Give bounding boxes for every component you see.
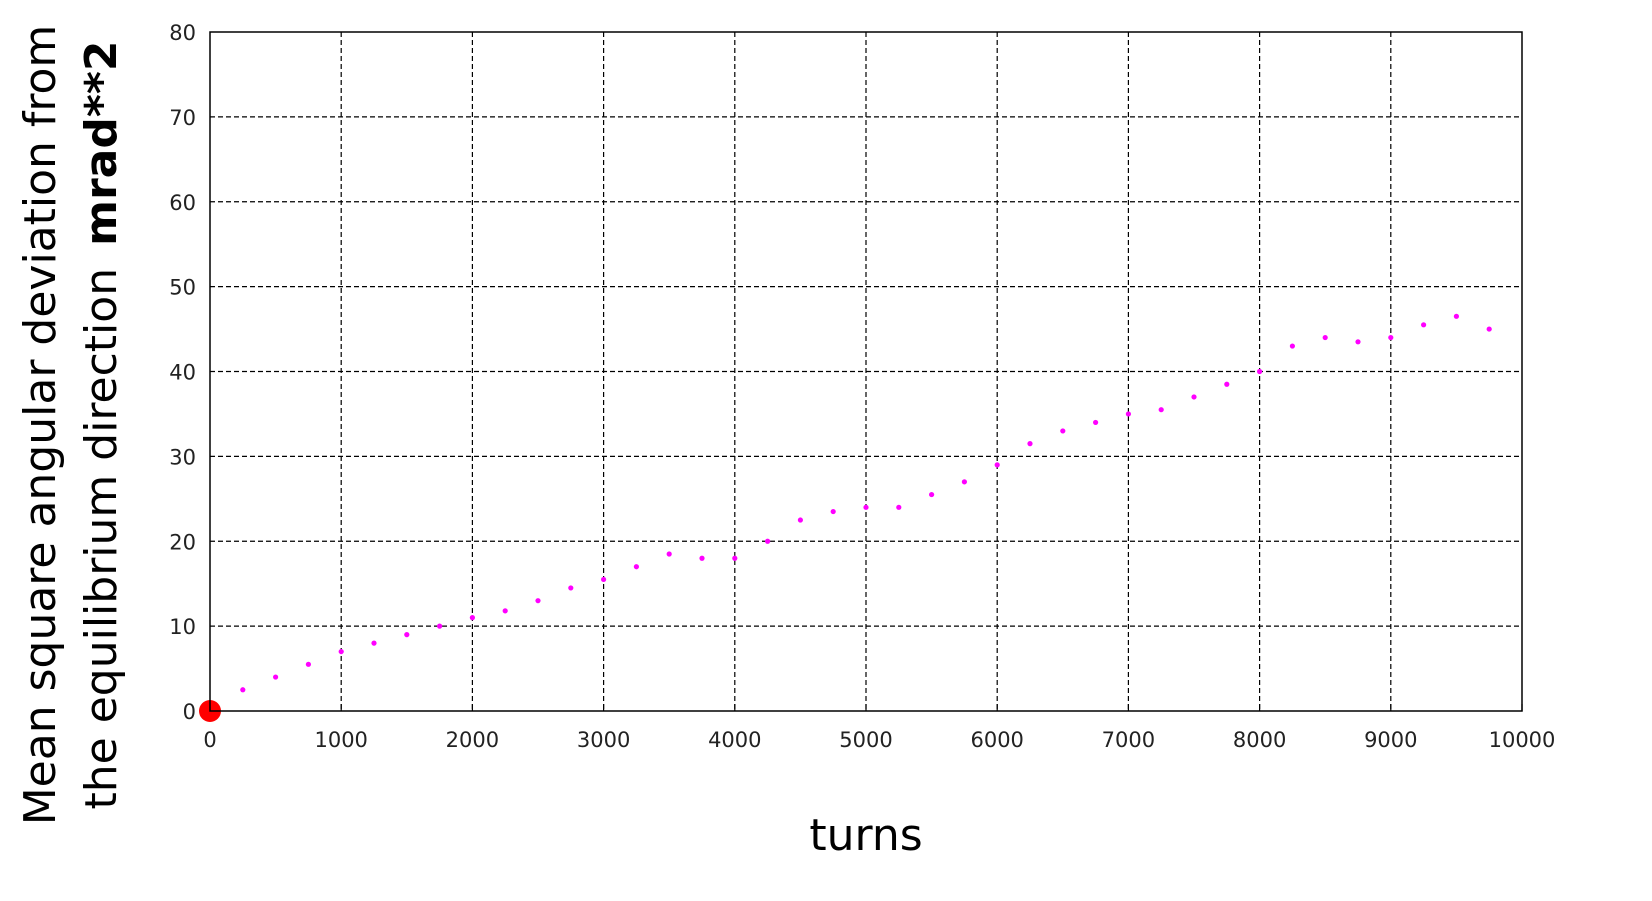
data-point (1125, 411, 1131, 417)
y-axis-label-line1: Mean square angular deviation from (15, 25, 66, 826)
y-axis-label-line2-text: the equilibrium direction (76, 268, 127, 810)
y-tick-label: 80 (169, 21, 196, 45)
data-point (633, 564, 640, 570)
data-point (1486, 326, 1492, 332)
y-tick-label: 20 (169, 530, 196, 554)
data-point (1421, 322, 1427, 328)
x-tick-label: 2000 (446, 728, 499, 752)
x-tick-label: 1000 (314, 728, 367, 752)
x-tick-label: 5000 (839, 728, 892, 752)
x-tick-label: 7000 (1102, 728, 1155, 752)
y-tick-label: 0 (183, 700, 196, 724)
data-point (404, 632, 410, 638)
data-point (994, 462, 1000, 468)
data-points (199, 313, 1492, 722)
data-point (601, 576, 607, 583)
data-point (765, 538, 771, 544)
x-tick-label: 8000 (1233, 728, 1286, 752)
data-point (699, 555, 705, 561)
x-tick-label: 9000 (1364, 728, 1417, 752)
data-point (502, 608, 508, 614)
y-axis-units: mrad**2 (76, 41, 127, 246)
data-point (896, 504, 902, 510)
y-tick-label: 10 (169, 615, 196, 639)
x-tick-label: 6000 (970, 728, 1023, 752)
y-tick-label: 60 (169, 191, 196, 215)
data-point (732, 555, 738, 561)
data-point (1060, 428, 1066, 434)
y-axis-label-line2: the equilibrium direction mrad**2 (76, 41, 127, 810)
data-point (568, 585, 574, 591)
data-point (535, 598, 541, 604)
data-point (830, 508, 836, 515)
x-tick-label: 0 (203, 728, 216, 752)
data-point (305, 661, 311, 667)
data-point (240, 687, 246, 693)
plot-frame (209, 31, 1523, 712)
data-point (929, 491, 935, 498)
x-axis-label: turns (809, 810, 922, 861)
data-point (469, 615, 475, 621)
data-point (863, 504, 869, 510)
data-point (273, 674, 279, 680)
x-tick-label: 10000 (1489, 728, 1556, 752)
data-point (1158, 407, 1164, 413)
data-point (1093, 419, 1099, 426)
data-point (1257, 368, 1263, 375)
data-point (666, 551, 672, 557)
data-point (338, 648, 344, 655)
tick-labels: 0 1000 2000 3000 4000 5000 6000 7000 8000 9000 100… (169, 21, 1555, 752)
data-point (1191, 394, 1197, 400)
data-point (1322, 334, 1328, 341)
y-tick-label: 30 (169, 445, 196, 469)
data-point (1388, 334, 1394, 341)
data-point (961, 479, 968, 485)
y-tick-label: 70 (169, 106, 196, 130)
x-tick-label: 3000 (577, 728, 630, 752)
data-point (1355, 339, 1361, 345)
data-point (1224, 381, 1230, 387)
data-point (437, 623, 443, 629)
y-tick-label: 50 (169, 276, 196, 300)
data-point (1289, 343, 1295, 349)
data-point (1453, 313, 1459, 319)
data-point (371, 640, 377, 646)
data-point (797, 517, 804, 523)
grid (209, 32, 1523, 711)
x-tick-label: 4000 (708, 728, 761, 752)
y-tick-label: 40 (169, 361, 196, 385)
data-point (1027, 441, 1033, 447)
